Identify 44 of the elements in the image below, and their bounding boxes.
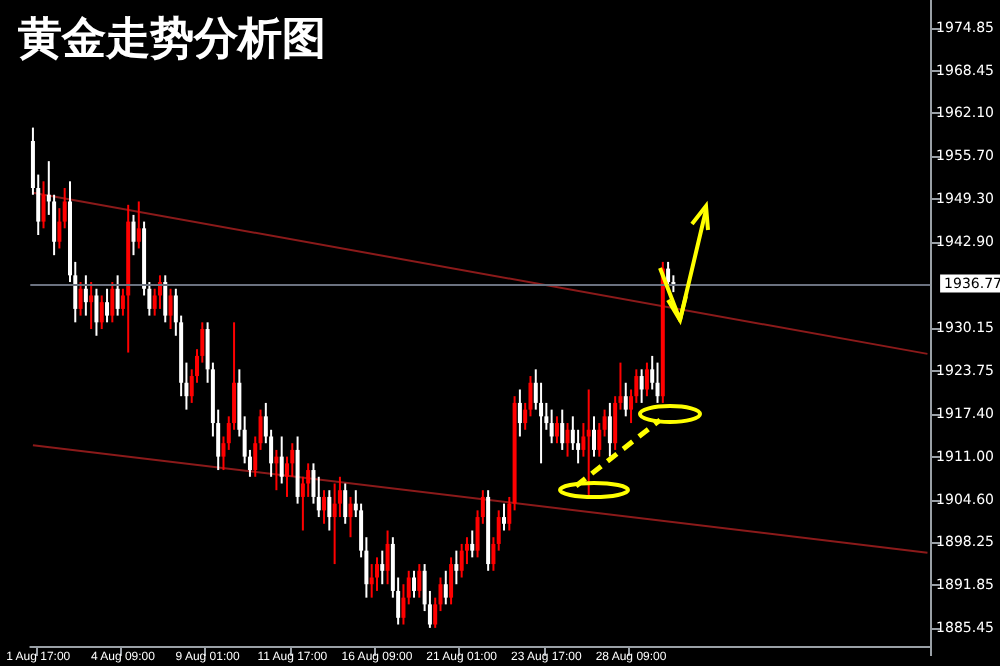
candlestick — [374, 556, 379, 592]
candlestick — [454, 549, 459, 586]
candlestick — [105, 287, 110, 324]
candlestick — [443, 569, 448, 606]
candlestick — [565, 422, 570, 458]
candlestick — [655, 361, 660, 404]
candlestick — [560, 408, 565, 451]
candlestick — [115, 274, 120, 317]
candlestick — [131, 213, 136, 257]
candlestick — [417, 563, 422, 599]
candlestick — [666, 260, 671, 290]
candlestick — [348, 495, 353, 539]
candlestick — [322, 489, 327, 525]
candlestick — [94, 287, 99, 337]
candlestick — [327, 489, 332, 532]
candlestick — [639, 368, 644, 404]
chart-title: 黄金走势分析图 — [16, 15, 326, 65]
candlestick — [607, 401, 612, 458]
candlestick — [549, 408, 554, 445]
candlestick — [449, 556, 454, 606]
candlestick — [470, 529, 475, 559]
candlestick — [385, 529, 390, 586]
candlestick — [163, 274, 168, 324]
candlestick — [380, 549, 385, 586]
candlestick — [78, 281, 83, 317]
candlestick — [412, 569, 417, 599]
candlestick — [99, 294, 104, 331]
candlestick — [644, 361, 649, 398]
candlestick — [136, 200, 141, 250]
candlestick — [502, 502, 507, 532]
candlestick — [554, 415, 559, 445]
candlestick — [41, 180, 46, 230]
candlestick — [623, 381, 628, 418]
candlestick — [295, 435, 300, 505]
candlestick — [110, 281, 115, 324]
candlestick — [592, 415, 596, 458]
candlestick — [332, 482, 337, 566]
candlestick — [83, 274, 88, 317]
candlestick — [343, 482, 348, 525]
candlestick — [279, 435, 284, 485]
candlestick — [517, 388, 522, 438]
candlestick — [89, 281, 94, 331]
candlestick — [459, 542, 464, 579]
candlestick — [168, 287, 173, 331]
